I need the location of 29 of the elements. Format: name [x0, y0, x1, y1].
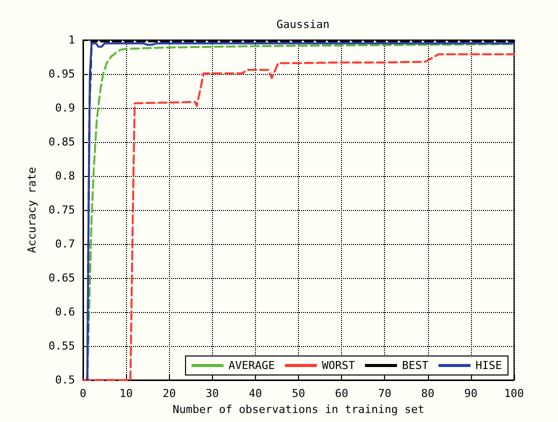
x-axis-title: Number of observations in training set: [172, 402, 424, 416]
x-tick-label: 40: [248, 387, 262, 400]
y-tick-label: 0.6: [55, 306, 75, 318]
y-tick-label: 0.9: [55, 102, 75, 114]
legend-label: AVERAGE: [228, 359, 275, 372]
x-tick-label: 20: [162, 387, 176, 400]
x-tick-label: 30: [206, 387, 219, 400]
legend-label: BEST: [402, 359, 429, 372]
y-tick-label: 0.8: [55, 170, 75, 182]
y-axis-title: Accuracy rate: [26, 166, 39, 254]
y-tick-label: 0.5: [55, 374, 75, 386]
y-tick-label: 0.65: [48, 272, 75, 284]
legend-label: WORST: [322, 359, 356, 372]
y-tick-label: 0.55: [48, 340, 75, 352]
y-tick-label: 0.7: [55, 238, 75, 250]
legend-label: HISE: [476, 359, 502, 372]
x-tick-label: 90: [464, 387, 478, 400]
y-tick-label: 0.75: [48, 204, 75, 216]
x-tick-label: 70: [378, 387, 392, 400]
x-tick-label: 50: [292, 387, 306, 400]
x-tick-label: 80: [421, 387, 434, 400]
x-tick-label: 100: [504, 387, 524, 400]
x-tick-label: 60: [334, 387, 348, 400]
chart-title: Gaussian: [276, 18, 330, 31]
x-tick-label: 10: [119, 387, 133, 400]
y-tick-label: 1: [68, 34, 75, 46]
y-tick-label: 0.85: [48, 136, 75, 148]
y-tick-label: 0.95: [48, 68, 75, 80]
x-tick-label: 0: [80, 387, 86, 400]
